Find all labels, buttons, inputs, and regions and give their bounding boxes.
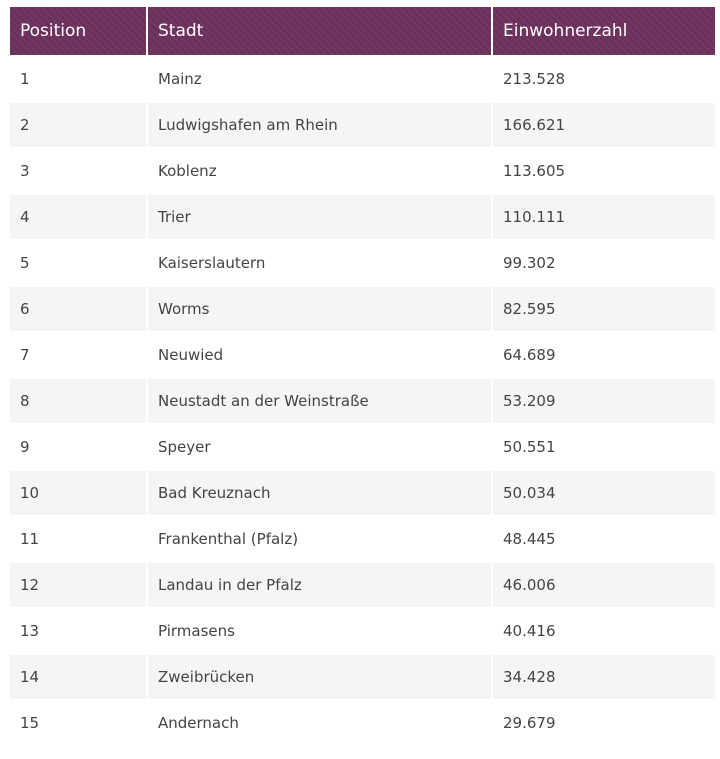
table-row: 4 Trier 110.111 [10,195,715,239]
table-cell: 50.034 [493,471,715,515]
table-cell: 3 [20,162,30,180]
table-row: 1 Mainz 213.528 [10,57,715,101]
table-cell: 15 [20,714,40,732]
table-row: 12 Landau in der Pfalz 46.006 [10,563,715,607]
table-cell: 2 [10,103,146,147]
table-cell: Bad Kreuznach [148,471,491,515]
table-row: 5 Kaiserslautern 99.302 [10,241,715,285]
table-cell: 64.689 [503,346,556,364]
table-cell: 40.416 [503,622,556,640]
table-cell: 110.111 [493,195,715,239]
table-cell: 46.006 [493,563,715,607]
table-row: 11 Frankenthal (Pfalz) 48.445 [10,517,715,561]
table-cell: 48.445 [503,530,556,548]
table-cell: Neustadt an der Weinstraße [148,379,491,423]
table-cell: Ludwigshafen am Rhein [148,103,491,147]
table-row: 2 Ludwigshafen am Rhein 166.621 [10,103,715,147]
table-cell: Neuwied [158,346,224,364]
table-cell: 34.428 [493,655,715,699]
table-body: 1 Mainz 213.528 2 Ludwigshafen am Rhein 166.6… [10,57,715,745]
table-cell: 1 [20,70,30,88]
table-cell: 8 [10,379,146,423]
table-row: 6 Worms 82.595 [10,287,715,331]
table-cell: Mainz [158,70,202,88]
table-row: 14 Zweibrücken 34.428 [10,655,715,699]
table-container: Position Stadt Einwohnerzahl 1 Mainz 213.528… [8,5,717,747]
table-row: 3 Koblenz 113.605 [10,149,715,193]
table-cell: Andernach [158,714,239,732]
table-cell: Pirmasens [158,622,235,640]
table-row: 9 Speyer 50.551 [10,425,715,469]
table-cell: 29.679 [503,714,556,732]
table-cell: 10 [10,471,146,515]
table-cell: Zweibrücken [148,655,491,699]
table-cell: 6 [10,287,146,331]
table-cell: 82.595 [493,287,715,331]
table-cell: 166.621 [493,103,715,147]
table-cell: 14 [10,655,146,699]
table-cell: 4 [10,195,146,239]
header-cell: Einwohnerzahl [493,7,715,55]
table-row: 7 Neuwied 64.689 [10,333,715,377]
table-cell: 7 [20,346,30,364]
table-row: 15 Andernach 29.679 [10,701,715,745]
table-cell: 113.605 [503,162,566,180]
table-header: Position Stadt Einwohnerzahl [10,7,715,55]
table-cell: 11 [20,530,40,548]
table-cell: 53.209 [493,379,715,423]
header-cell: Stadt [148,7,491,55]
table-cell: 5 [20,254,30,272]
table-row: 13 Pirmasens 40.416 [10,609,715,653]
table-cell: 9 [20,438,30,456]
table-cell: 50.551 [503,438,556,456]
table-cell: 213.528 [503,70,566,88]
table-cell: Koblenz [158,162,217,180]
table-cell: 12 [10,563,146,607]
table-cell: Trier [148,195,491,239]
table-cell: Speyer [158,438,211,456]
table-cell: Kaiserslautern [158,254,266,272]
table-row: 10 Bad Kreuznach 50.034 [10,471,715,515]
table-cell: Landau in der Pfalz [148,563,491,607]
header-cell: Position [10,7,146,55]
header-row: Position Stadt Einwohnerzahl [10,7,715,55]
table-cell: 99.302 [503,254,556,272]
table-cell: Frankenthal (Pfalz) [158,530,299,548]
table-row: 8 Neustadt an der Weinstraße 53.209 [10,379,715,423]
table-cell: 13 [20,622,40,640]
population-table: Position Stadt Einwohnerzahl 1 Mainz 213.528… [8,5,717,747]
table-cell: Worms [148,287,491,331]
